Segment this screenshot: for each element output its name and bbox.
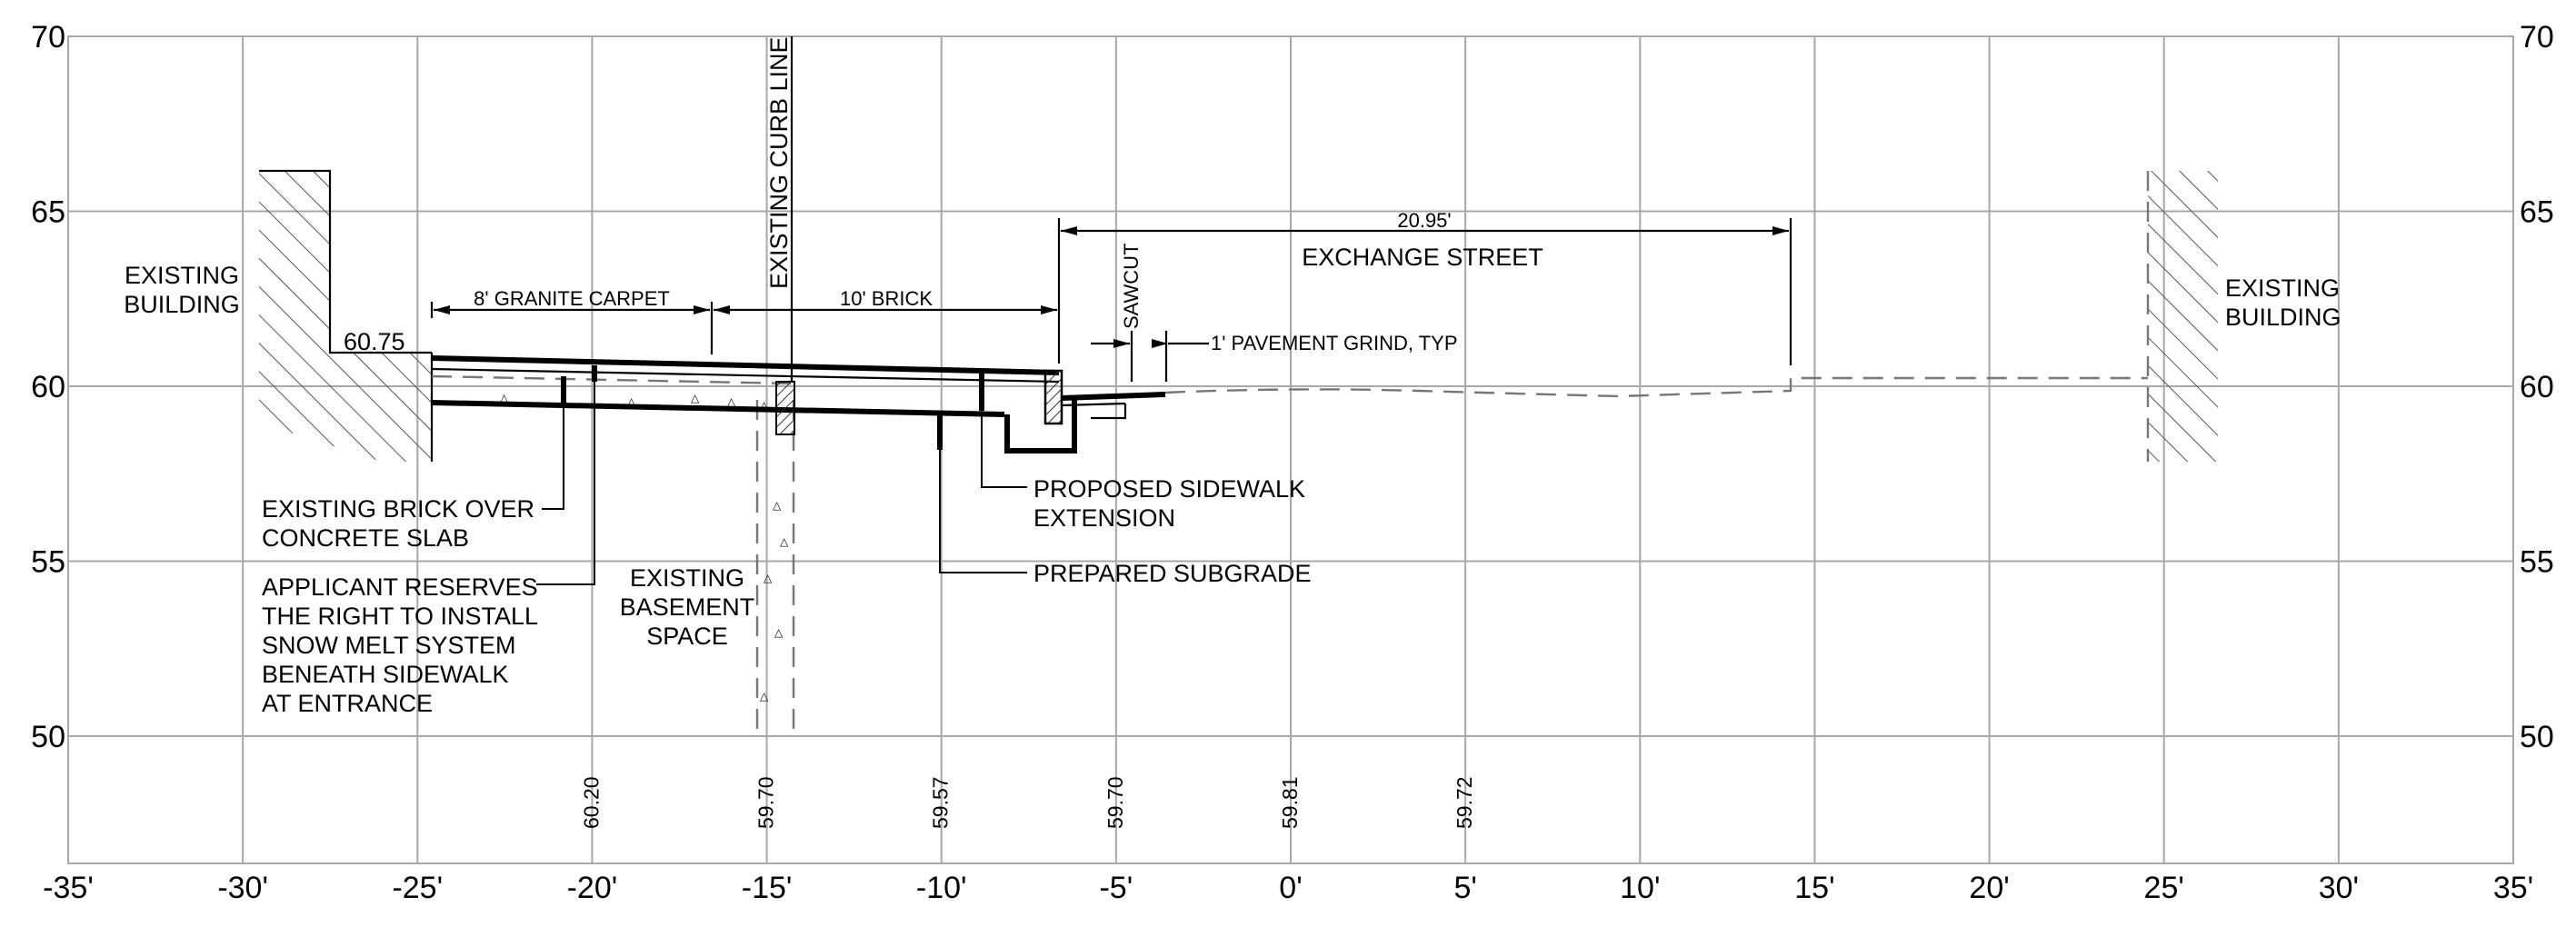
svg-text:△: △ — [691, 392, 700, 404]
svg-text:△: △ — [760, 690, 769, 703]
existing-building-right-hatch — [2148, 171, 2218, 462]
proposed-sidewalk-line1: PROPOSED SIDEWALK — [1033, 475, 1305, 503]
snow-melt-line5: AT ENTRANCE — [262, 690, 433, 717]
x-tick-label: 15' — [1794, 871, 1834, 905]
x-tick-label: -30' — [217, 871, 268, 905]
exchange-street-label: EXCHANGE STREET — [1302, 244, 1543, 271]
elevation-labels: 60.20 59.70 59.57 59.70 59.81 59.72 — [579, 776, 1476, 829]
basement-line1: EXISTING — [630, 564, 744, 592]
snow-melt-label: APPLICANT RESERVES THE RIGHT TO INSTALL … — [262, 573, 538, 717]
elevation-readout: 60.20 — [579, 776, 603, 829]
building-left-label: EXISTING BUILDING — [124, 262, 240, 318]
existing-building-left-hatch — [259, 171, 432, 462]
elevation-readout: 59.70 — [1103, 776, 1127, 829]
brick-dim: 10' BRICK — [840, 287, 933, 310]
basement-label: EXISTING BASEMENT SPACE — [620, 564, 755, 650]
basement-line2: BASEMENT — [620, 593, 755, 621]
proposed-sidewalk-label: PROPOSED SIDEWALK EXTENSION — [1033, 475, 1305, 532]
existing-brick-line1: EXISTING BRICK OVER — [262, 495, 534, 523]
basement-line3: SPACE — [646, 623, 728, 650]
x-tick-label: -25' — [392, 871, 443, 905]
existing-brick-line2: CONCRETE SLAB — [262, 524, 469, 552]
svg-text:△: △ — [727, 395, 736, 408]
building-elevation-label: 60.75 — [344, 328, 405, 355]
y-tick-label-right: 70 — [2520, 20, 2554, 55]
y-tick-label-left: 60 — [31, 370, 65, 404]
elevation-readout: 59.57 — [929, 776, 953, 829]
x-tick-label: -15' — [742, 871, 793, 905]
building-left-line2: BUILDING — [124, 291, 240, 318]
svg-text:△: △ — [773, 499, 782, 512]
elevation-readout: 59.70 — [754, 776, 778, 829]
x-tick-label: 25' — [2144, 871, 2184, 905]
x-tick-label: 20' — [1969, 871, 2009, 905]
curb-line-label: EXISTING CURB LINE — [765, 36, 793, 289]
y-tick-label-left: 50 — [31, 720, 65, 754]
x-tick-label: 35' — [2493, 871, 2533, 905]
svg-text:△: △ — [780, 535, 789, 548]
y-tick-label-right: 50 — [2520, 720, 2554, 754]
axis-labels: -35' -30' -25' -20' -15' -10' -5' 0' 5' 10' 15' 20'… — [31, 20, 2554, 905]
sawcut-label: SAWCUT — [1120, 243, 1143, 329]
svg-text:△: △ — [627, 395, 636, 408]
grid — [68, 36, 2513, 863]
building-right-line2: BUILDING — [2225, 304, 2341, 331]
x-tick-label: -20' — [567, 871, 618, 905]
y-tick-label-right: 55 — [2520, 545, 2554, 580]
building-right-line1: EXISTING — [2225, 274, 2340, 302]
x-tick-label: 10' — [1620, 871, 1660, 905]
x-tick-label: -10' — [916, 871, 967, 905]
snow-melt-line4: BENEATH SIDEWALK — [262, 661, 509, 688]
building-right-label: EXISTING BUILDING — [2225, 274, 2341, 331]
proposed-sidewalk-line2: EXTENSION — [1033, 504, 1175, 532]
x-tick-label: 5' — [1453, 871, 1476, 905]
x-tick-label: 30' — [2319, 871, 2359, 905]
pavement-grind-label: 1' PAVEMENT GRIND, TYP — [1211, 332, 1458, 354]
street-width-dim: 20.95' — [1397, 209, 1451, 232]
prepared-subgrade-label: PREPARED SUBGRADE — [1033, 560, 1312, 587]
snow-melt-line2: THE RIGHT TO INSTALL — [262, 603, 538, 630]
x-tick-label: -35' — [43, 871, 94, 905]
svg-text:△: △ — [500, 392, 509, 404]
y-tick-label-left: 70 — [31, 20, 65, 55]
basement-space-lines — [757, 400, 794, 734]
elevation-readout: 59.72 — [1453, 776, 1476, 829]
y-tick-label-left: 65 — [31, 195, 65, 230]
svg-text:△: △ — [760, 399, 769, 412]
building-left-line1: EXISTING — [125, 262, 239, 289]
existing-brick-label: EXISTING BRICK OVER CONCRETE SLAB — [262, 495, 534, 552]
snow-melt-line1: APPLICANT RESERVES — [262, 573, 538, 601]
x-tick-label: -5' — [1099, 871, 1133, 905]
y-tick-label-right: 65 — [2520, 195, 2554, 230]
y-tick-label-right: 60 — [2520, 370, 2554, 404]
svg-text:△: △ — [774, 626, 784, 639]
snow-melt-line3: SNOW MELT SYSTEM — [262, 632, 516, 659]
granite-carpet-dim: 8' GRANITE CARPET — [474, 287, 670, 310]
elevation-readout: 59.81 — [1278, 776, 1302, 829]
svg-text:△: △ — [764, 572, 773, 584]
x-tick-label: 0' — [1279, 871, 1302, 905]
y-tick-label-left: 55 — [31, 545, 65, 580]
